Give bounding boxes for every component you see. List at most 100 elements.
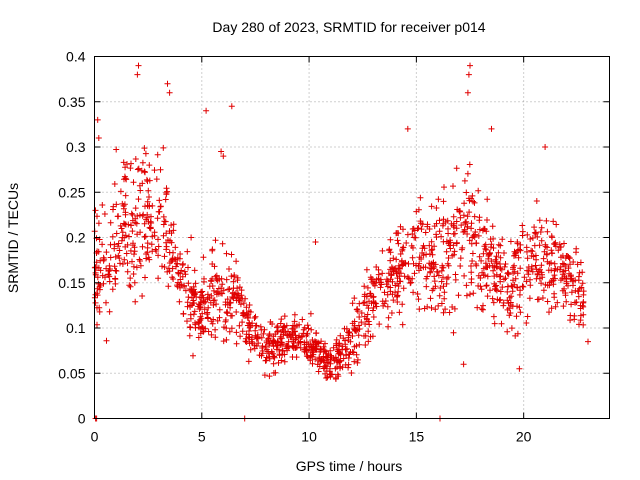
- data-point: [141, 233, 148, 240]
- data-point: [570, 282, 576, 289]
- data-point: [506, 305, 513, 312]
- data-point: [517, 287, 524, 294]
- data-point: [408, 242, 415, 249]
- data-point: [568, 301, 575, 308]
- data-point: [200, 254, 207, 261]
- data-point: [129, 211, 136, 218]
- data-point: [103, 249, 110, 256]
- data-point: [410, 289, 417, 296]
- data-point: [175, 270, 182, 277]
- data-point: [516, 246, 523, 253]
- data-point: [153, 176, 160, 183]
- data-point: [361, 299, 368, 306]
- data-point: [147, 224, 154, 231]
- data-point: [176, 298, 183, 305]
- data-point: [390, 255, 397, 262]
- data-point: [138, 167, 145, 174]
- data-point: [400, 226, 406, 233]
- data-point: [538, 237, 545, 244]
- data-point: [118, 225, 125, 232]
- data-point: [163, 243, 170, 250]
- x-axis-label: GPS time / hours: [296, 458, 403, 474]
- data-point: [228, 251, 235, 258]
- data-point: [399, 321, 406, 328]
- data-point: [111, 263, 118, 270]
- data-point: [353, 351, 360, 358]
- data-point: [223, 309, 230, 316]
- data-point: [201, 306, 208, 313]
- data-point: [221, 324, 227, 331]
- data-point: [551, 294, 558, 301]
- data-point: [450, 242, 457, 249]
- data-point: [137, 187, 144, 194]
- data-point: [206, 295, 213, 301]
- data-point: [269, 321, 276, 327]
- data-point: [290, 326, 297, 332]
- data-point: [107, 219, 114, 226]
- data-point: [133, 264, 140, 271]
- data-point: [348, 370, 355, 376]
- data-point: [420, 264, 427, 271]
- data-point: [323, 363, 330, 370]
- data-point: [296, 321, 303, 328]
- data-point: [527, 276, 533, 283]
- data-point: [506, 312, 513, 319]
- data-point: [455, 292, 462, 299]
- data-point: [364, 284, 371, 291]
- data-point: [252, 313, 259, 320]
- data-point: [551, 272, 558, 279]
- data-point: [491, 320, 498, 327]
- data-point: [544, 258, 551, 265]
- data-point: [220, 338, 227, 345]
- data-point: [134, 166, 141, 173]
- data-point: [529, 268, 536, 275]
- data-point: [322, 348, 329, 355]
- data-point: [162, 196, 169, 203]
- data-point: [139, 243, 146, 250]
- data-point: [561, 240, 567, 247]
- data-point: [270, 343, 277, 350]
- data-point: [186, 332, 193, 339]
- data-point-outlier: [467, 62, 473, 69]
- data-point: [420, 242, 427, 249]
- data-point: [291, 311, 298, 318]
- data-point: [435, 272, 442, 279]
- data-point: [405, 275, 412, 282]
- data-point: [246, 334, 253, 341]
- data-point: [285, 338, 292, 345]
- data-point: [575, 288, 582, 295]
- data-point: [463, 282, 470, 289]
- data-point: [510, 270, 517, 277]
- data-point: [400, 285, 407, 292]
- data-point: [433, 234, 440, 241]
- points-layer: [91, 62, 591, 422]
- data-point: [356, 300, 363, 307]
- data-point: [204, 291, 211, 298]
- data-point: [544, 244, 551, 251]
- data-point: [172, 244, 179, 251]
- data-point: [416, 306, 423, 313]
- data-point: [370, 314, 377, 320]
- data-point: [318, 338, 325, 345]
- data-point: [471, 213, 478, 220]
- data-point: [92, 299, 99, 306]
- data-point: [184, 299, 191, 306]
- data-point: [517, 265, 524, 272]
- data-point: [115, 243, 121, 250]
- data-point: [580, 298, 587, 305]
- data-point: [457, 255, 464, 262]
- data-point: [353, 342, 360, 349]
- data-point: [548, 247, 555, 254]
- data-point: [334, 371, 341, 378]
- data-point: [422, 229, 429, 236]
- data-point: [487, 287, 493, 294]
- data-point: [117, 222, 124, 229]
- data-point: [178, 281, 185, 288]
- data-point: [113, 146, 120, 153]
- data-point: [289, 343, 296, 350]
- data-point: [463, 189, 470, 196]
- data-point: [498, 320, 505, 327]
- data-point: [355, 332, 362, 339]
- data-point: [170, 221, 177, 228]
- data-point: [247, 346, 254, 353]
